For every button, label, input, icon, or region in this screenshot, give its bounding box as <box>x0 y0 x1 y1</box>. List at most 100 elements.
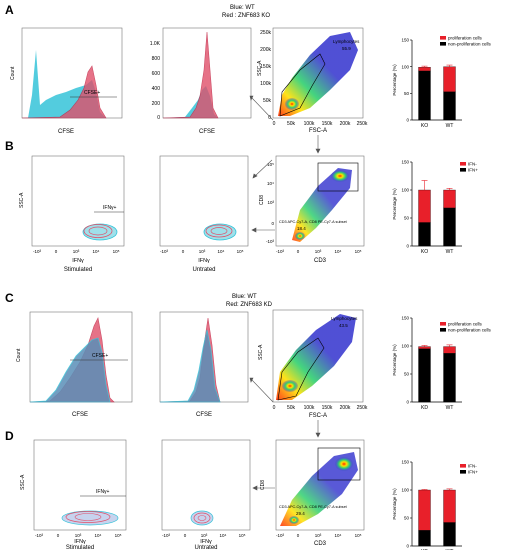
x-tick: 10⁴ <box>93 249 100 254</box>
density-cloud <box>278 32 358 116</box>
bar-segment <box>443 66 456 92</box>
y-tick-label: 0 <box>406 118 409 123</box>
bar-segment <box>418 346 431 349</box>
ko-contour <box>197 515 207 521</box>
x-tick: 10⁵ <box>239 533 246 538</box>
y-tick: 50k <box>263 98 272 104</box>
gate-label-lymphocytes: Lymphocytes <box>333 39 360 44</box>
x-tick: 200k <box>340 121 351 127</box>
x-tick: 100k <box>304 405 315 411</box>
gating-arrows-top <box>249 95 321 233</box>
condition-label-untrated: Untrated <box>194 545 217 550</box>
y-tick: -10³ <box>266 239 275 244</box>
gate-label-cfse: CFSE+ <box>84 90 100 96</box>
x-tick: 10⁴ <box>335 533 342 538</box>
y-axis-label-ssc: SSC-A <box>19 192 25 208</box>
x-tick-label: KD <box>421 405 428 411</box>
cd8-gate <box>317 162 359 192</box>
y-axis-label-ssc: SSC-A <box>258 344 264 360</box>
x-axis-label-ifng: IFNγ <box>72 258 84 264</box>
legend-label: IFN- <box>468 464 477 469</box>
plot-frame <box>161 439 251 531</box>
x-tick: 10⁵ <box>113 249 120 254</box>
gate-label-cd8-subset: CD3 APC-Cy7-A, CD8 PE-Cy7-A subset <box>279 220 348 224</box>
header-top-line2: Red : ZNF683 KO <box>222 13 270 19</box>
ko-histogram <box>162 31 219 119</box>
legend-label: non-proliferation cells <box>448 42 492 47</box>
x-tick: 10⁵ <box>115 533 122 538</box>
ko-contour <box>210 227 228 235</box>
y-tick-label: 50 <box>404 516 410 521</box>
panel-d-ifng-stimulated: IFNγ+ SSC-A -10³ 0 10³ 10⁴ 10⁵ IFNγ Stim… <box>20 439 127 550</box>
wt-contour <box>203 223 237 241</box>
bar-segment <box>443 207 456 247</box>
density-core <box>282 380 298 392</box>
x-tick: 10⁴ <box>220 533 227 538</box>
x-tick: -10³ <box>33 249 42 254</box>
legend-label: proliferation cells <box>448 36 483 41</box>
x-axis-label-ifng: IFNγ <box>74 539 86 545</box>
x-tick: 0 <box>273 405 276 411</box>
x-tick: 50k <box>287 121 296 127</box>
panel-letter-a: A <box>5 3 14 17</box>
bar-segment <box>443 522 456 547</box>
x-tick: 10³ <box>199 249 206 254</box>
ko-contour <box>88 226 108 236</box>
y-tick: 250k <box>260 30 271 36</box>
x-axis-label-cd3: CD3 <box>314 541 327 547</box>
y-tick: 200 <box>152 101 161 107</box>
y-axis-label-ssc: SSC-A <box>20 474 26 490</box>
legend-swatch <box>460 464 466 468</box>
y-tick: 0 <box>157 115 160 121</box>
x-tick: 10³ <box>315 249 322 254</box>
legend-swatch <box>440 328 446 332</box>
x-tick: 10⁴ <box>218 249 225 254</box>
x-tick: 0 <box>182 249 185 254</box>
y-axis-label-ssc: SSC-A <box>257 60 263 76</box>
y-axis-label: Percentage (%) <box>392 488 397 520</box>
y-tick-label: 150 <box>401 38 409 43</box>
x-tick: 10⁵ <box>355 533 362 538</box>
lymphocyte-gate <box>277 337 325 401</box>
y-tick-label: 100 <box>401 344 409 349</box>
y-tick: 10³ <box>267 200 274 205</box>
y-axis-label-count: Count <box>10 66 16 80</box>
y-tick: 1.0K <box>150 41 161 47</box>
y-tick-label: 100 <box>401 488 409 493</box>
y-tick: 600 <box>152 71 161 77</box>
y-axis-label: Percentage (%) <box>392 64 397 96</box>
bar-chart-c: 0 50 100 150 Percentage (%) KD WT proliferation… <box>392 316 492 411</box>
panel-b-ifng-untrated: -10³ 0 10³ 10⁴ 10⁵ IFNγ Untrated <box>159 155 249 273</box>
y-tick: 800 <box>152 56 161 62</box>
y-tick-label: 150 <box>401 160 409 165</box>
x-tick: 10³ <box>75 533 82 538</box>
panel-a-hist-untrated: 1.0K 800 600 400 200 0 CFSE <box>150 27 252 135</box>
x-axis-label-cfse: CFSE <box>199 129 215 135</box>
panel-d-cd8-gate: CD3 APC-Cy7-A, CD8 PE-Cy7-A subset 29.4 … <box>260 439 365 547</box>
plot-frame <box>159 155 249 247</box>
x-tick: 0 <box>55 249 58 254</box>
y-tick: 0 <box>271 221 274 226</box>
legend-label: IFN+ <box>468 470 478 475</box>
x-axis-label-cfse: CFSE <box>58 129 74 135</box>
panel-letter-d: D <box>5 429 14 443</box>
ko-contour <box>205 224 233 238</box>
header-bottom-line1: Blue: WT <box>232 294 257 300</box>
y-tick: 0 <box>268 115 271 121</box>
bar-chart-a: 0 50 100 150 Percentage (%) KO WT proliferation… <box>392 36 492 129</box>
ko-contour <box>65 511 111 523</box>
density-cloud <box>292 168 352 242</box>
ko-contour <box>74 513 102 521</box>
x-axis-label-fsc: FSC-A <box>309 128 327 134</box>
density-core <box>289 516 299 524</box>
ko-contour <box>193 512 211 524</box>
legend-label: IFN- <box>468 162 477 167</box>
bar-segment <box>443 489 456 523</box>
density-core <box>295 232 305 240</box>
x-tick: 200k <box>340 405 351 411</box>
legend-swatch <box>440 42 446 46</box>
legend-label: proliferation cells <box>448 322 483 327</box>
y-tick: 10⁵ <box>267 162 274 167</box>
legend-label: IFN+ <box>468 168 478 173</box>
